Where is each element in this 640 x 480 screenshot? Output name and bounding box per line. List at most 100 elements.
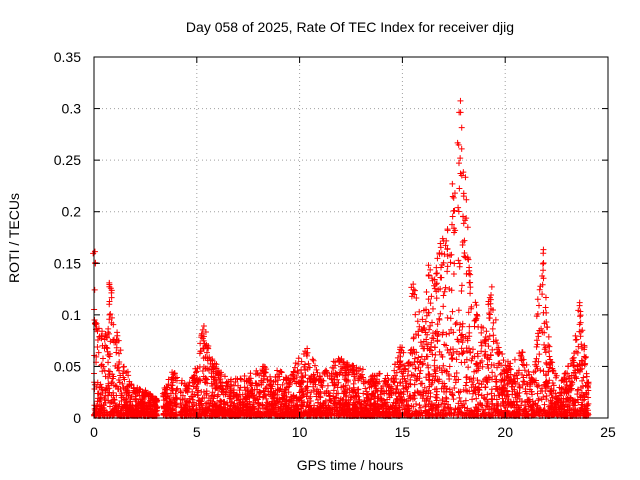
data-point: [105, 368, 112, 375]
data-point: [542, 387, 549, 394]
data-point: [193, 410, 200, 417]
data-point: [356, 400, 363, 407]
data-point: [118, 392, 125, 399]
data-point: [195, 397, 202, 404]
data-point: [197, 407, 204, 414]
data-point: [330, 400, 337, 407]
data-point: [269, 383, 276, 390]
data-point: [552, 370, 559, 377]
data-point: [536, 302, 543, 309]
data-point: [465, 256, 472, 263]
data-point: [274, 367, 281, 374]
data-point: [331, 380, 338, 387]
data-point: [503, 372, 510, 379]
data-point: [521, 367, 528, 374]
data-point: [399, 396, 406, 403]
data-point: [390, 411, 397, 418]
data-point: [127, 398, 134, 405]
data-point: [267, 373, 274, 380]
data-point: [441, 251, 448, 258]
data-point: [331, 407, 338, 414]
data-point: [483, 328, 490, 335]
data-point: [466, 264, 473, 271]
data-point: [490, 332, 497, 339]
data-point: [574, 366, 581, 373]
data-point: [399, 373, 406, 380]
data-point: [113, 338, 120, 345]
data-point: [376, 370, 383, 377]
data-point: [108, 379, 115, 386]
data-point: [465, 345, 472, 352]
data-point: [280, 395, 287, 402]
data-point: [458, 124, 465, 131]
data-point: [554, 398, 561, 405]
data-point: [543, 361, 550, 368]
data-point: [429, 406, 436, 413]
data-point: [206, 354, 213, 361]
data-point: [514, 369, 521, 376]
data-point: [564, 397, 571, 404]
data-point: [411, 355, 418, 362]
data-point: [526, 398, 533, 405]
data-point: [440, 329, 447, 336]
data-point: [260, 379, 267, 386]
data-point: [308, 412, 315, 419]
data-point: [461, 359, 468, 366]
data-point: [190, 399, 197, 406]
data-point: [543, 309, 550, 316]
data-point: [496, 384, 503, 391]
data-point: [485, 365, 492, 372]
data-point: [556, 392, 563, 399]
data-point: [455, 376, 462, 383]
data-point: [177, 400, 184, 407]
data-point: [315, 390, 322, 397]
data-point: [328, 370, 335, 377]
data-point: [449, 221, 456, 228]
data-point: [580, 374, 587, 381]
data-point: [442, 242, 449, 249]
data-point: [464, 388, 471, 395]
data-point: [259, 401, 266, 408]
data-point: [421, 384, 428, 391]
data-point: [557, 402, 564, 409]
data-point: [536, 407, 543, 414]
data-point: [415, 354, 422, 361]
data-point: [270, 402, 277, 409]
data-point: [333, 390, 340, 397]
data-point: [330, 358, 337, 365]
data-point: [252, 371, 259, 378]
data-point: [472, 360, 479, 367]
data-point: [465, 364, 472, 371]
data-point: [506, 363, 513, 370]
data-point: [295, 360, 302, 367]
data-point: [335, 399, 342, 406]
data-point: [532, 400, 539, 407]
data-point: [515, 405, 522, 412]
data-point: [482, 406, 489, 413]
data-point: [546, 353, 553, 360]
data-point: [548, 390, 555, 397]
data-point: [509, 388, 516, 395]
data-point: [477, 339, 484, 346]
data-point: [98, 394, 105, 401]
data-point: [444, 268, 451, 275]
data-point: [581, 344, 588, 351]
data-point: [438, 401, 445, 408]
data-point: [350, 411, 357, 418]
data-point: [200, 323, 207, 330]
data-point: [360, 390, 367, 397]
data-point: [298, 358, 305, 365]
data-point: [295, 369, 302, 376]
data-point: [312, 362, 319, 369]
data-point: [378, 395, 385, 402]
data-point: [402, 378, 409, 385]
data-point: [295, 355, 302, 362]
data-point: [582, 360, 589, 367]
data-point: [548, 359, 555, 366]
data-point: [351, 412, 358, 419]
data-point: [418, 353, 425, 360]
data-point: [542, 344, 549, 351]
data-point: [424, 409, 431, 416]
data-point: [106, 371, 113, 378]
x-tick-label: 5: [193, 424, 201, 440]
